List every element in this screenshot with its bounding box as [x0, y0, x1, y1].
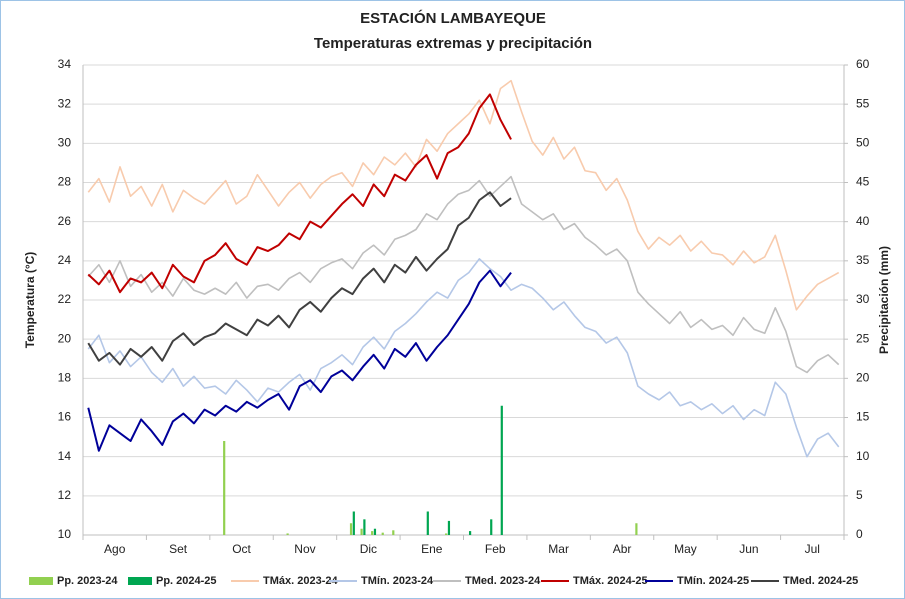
temperature-line — [87, 79, 840, 311]
y-tick-label: 12 — [58, 488, 72, 502]
legend-label: TMín. 2024-25 — [677, 575, 749, 587]
precip-bar — [381, 532, 384, 535]
precip-bar — [363, 519, 366, 535]
precip-bar — [468, 531, 472, 535]
y2-tick-label: 60 — [856, 57, 870, 71]
precip-bar — [286, 533, 289, 535]
y2-axis-title: Precipitación (mm) — [877, 246, 891, 354]
precip-bar — [447, 520, 451, 535]
temperature-line — [87, 191, 512, 366]
legend-label: TMáx. 2023-24 — [263, 575, 338, 587]
y-tick-label: 22 — [58, 292, 72, 306]
legend-label: TMed. 2023-24 — [465, 575, 541, 587]
legend-label: TMín. 2023-24 — [361, 575, 434, 587]
legend-label: TMáx. 2024-25 — [573, 575, 648, 587]
precip-bar — [223, 441, 226, 535]
x-tick-label: Dic — [360, 542, 377, 556]
x-tick-label: Set — [169, 542, 188, 556]
precip-bar — [349, 523, 353, 535]
x-tick-label: Oct — [232, 542, 251, 556]
y-tick-label: 18 — [58, 371, 72, 385]
chart-title: ESTACIÓN LAMBAYEQUE — [360, 9, 546, 27]
legend-label: TMed. 2024-25 — [783, 575, 858, 587]
precip-bar — [360, 528, 363, 535]
temperature-line — [87, 258, 840, 458]
x-tick-label: Nov — [294, 542, 315, 556]
legend-swatch — [29, 577, 53, 585]
y-tick-label: 14 — [58, 449, 72, 463]
precip-bar — [371, 531, 374, 535]
y-tick-label: 16 — [58, 410, 72, 424]
y2-tick-label: 40 — [856, 214, 870, 228]
precip-bar — [392, 530, 395, 535]
legend-swatch — [128, 577, 152, 585]
y-tick-label: 30 — [58, 136, 72, 150]
precip-bar — [352, 511, 355, 535]
y2-tick-label: 20 — [856, 371, 870, 385]
x-tick-label: Ago — [104, 542, 126, 556]
x-tick-label: Abr — [613, 542, 632, 556]
x-tick-label: Ene — [421, 542, 443, 556]
x-tick-label: Mar — [548, 542, 569, 556]
legend-label: Pp. 2024-25 — [156, 575, 217, 587]
y2-tick-label: 35 — [856, 253, 870, 267]
precip-bar — [426, 511, 429, 535]
y2-tick-label: 45 — [856, 175, 870, 189]
precip-bar — [373, 528, 377, 535]
precip-bar — [490, 519, 493, 535]
precip-bar — [445, 533, 448, 535]
temperature-line — [87, 93, 512, 294]
x-tick-label: Jul — [805, 542, 820, 556]
y2-tick-label: 25 — [856, 331, 870, 345]
y-tick-label: 20 — [58, 331, 72, 345]
x-tick-label: May — [674, 542, 697, 556]
x-tick-label: Feb — [485, 542, 506, 556]
y2-tick-label: 15 — [856, 410, 870, 424]
y-tick-label: 24 — [58, 253, 72, 267]
y2-tick-label: 55 — [856, 96, 870, 110]
y-tick-label: 26 — [58, 214, 72, 228]
chart-subtitle: Temperaturas extremas y precipitación — [314, 35, 592, 52]
y2-tick-label: 10 — [856, 449, 870, 463]
y2-tick-label: 50 — [856, 136, 870, 150]
x-tick-label: Jun — [739, 542, 758, 556]
temperature-line — [87, 175, 840, 374]
y2-tick-label: 5 — [856, 488, 863, 502]
y-tick-label: 10 — [58, 527, 72, 541]
y-tick-label: 34 — [58, 57, 72, 71]
y-tick-label: 32 — [58, 96, 72, 110]
precip-bar — [500, 405, 503, 535]
temperature-line — [87, 269, 512, 452]
y2-tick-label: 0 — [856, 527, 863, 541]
legend-label: Pp. 2023-24 — [57, 575, 118, 587]
y-axis-title: Temperatura (°C) — [23, 252, 37, 349]
y2-tick-label: 30 — [856, 292, 870, 306]
y-tick-label: 28 — [58, 175, 72, 189]
precip-bar — [635, 523, 638, 535]
